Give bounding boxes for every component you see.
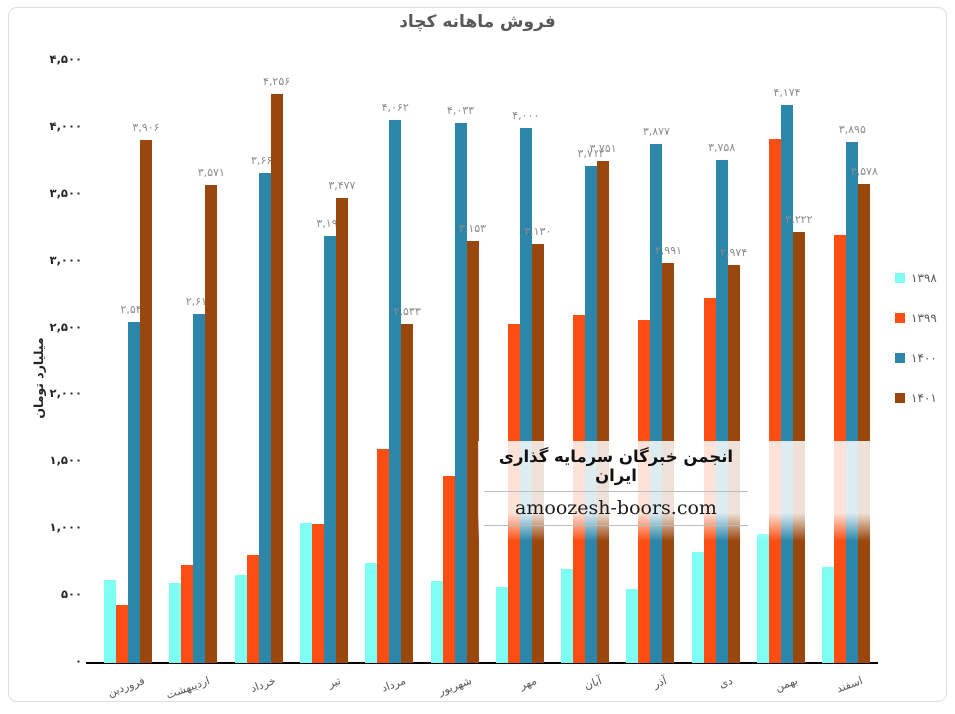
legend-item-1400: ۱۴۰۰ [895,351,937,365]
bar-value-label: ۲,۶۱۰ [185,294,213,308]
y-tick-label: ۱,۵۰۰ [49,453,82,468]
bar-1400-m5 [389,119,402,663]
bar-1400-m12 [846,141,859,663]
chart-title: فروش ماهانه کچاد [399,12,556,32]
y-tick-label: ۱,۰۰۰ [49,520,82,535]
bar-1398-m9 [626,589,639,663]
bar-1401-m3 [270,93,283,663]
legend-swatch-1399 [895,313,905,323]
y-tick-label: ۲,۵۰۰ [49,319,82,334]
bar-value-label: ۳,۷۵۸ [708,141,736,155]
legend-swatch-1400 [895,353,905,363]
bar-1401-m12 [858,184,871,663]
bar-value-label: ۴,۱۷۴ [773,85,801,99]
watermark-content: انجمن خبرگان سرمایه گذاری ایران amoozesh… [482,443,750,526]
bar-value-label: ۴,۰۳۳ [446,104,475,118]
bar-1400-m11 [781,104,793,663]
bar-1400-m7 [519,127,532,663]
watermark-divider-top [484,491,748,492]
bar-value-label: ۴,۰۰۰ [512,108,540,122]
watermark-title: انجمن خبرگان سرمایه گذاری ایران [498,447,734,485]
y-tick-label: ۳,۵۰۰ [49,185,82,200]
bar-1398-m2 [169,582,182,663]
bar-value-label: ۲,۵۳۳ [393,305,421,319]
bar-1400-m8 [585,166,598,663]
bar-1400-m2 [193,313,206,663]
y-tick-label: ۰ [74,654,82,668]
legend-swatch-1401 [895,393,905,403]
bar-1401-m2 [205,185,218,663]
bar-value-label: ۳,۸۹۵ [838,122,866,136]
bar-value-label: ۳,۵۷۸ [850,165,878,179]
bar-1398-m11 [757,533,769,663]
bar-1398-m1 [104,580,116,663]
bar-1399-m6 [442,475,455,663]
bar-1401-m1 [140,140,152,663]
bar-1400-m9 [650,144,663,663]
bar-1398-m4 [299,523,312,663]
bar-1401-m4 [335,197,348,663]
x-axis-line [86,662,878,664]
bar-value-label: ۲,۹۷۴ [720,246,748,260]
bar-1398-m8 [561,568,574,663]
bar-1398-m10 [691,551,704,663]
bar-1399-m3 [246,555,259,663]
legend-swatch-1398 [895,273,905,283]
bar-value-label: ۳,۷۱۲ [577,147,605,161]
bar-value-label: ۳,۱۵۳ [458,222,487,236]
y-tick-label: ۴,۰۰۰ [49,118,82,133]
bar-1399-m4 [311,523,324,663]
bar-value-label: ۳,۶۶۲ [251,154,279,168]
bar-1401-m6 [466,241,479,663]
bar-value-label: ۳,۵۷۱ [197,166,225,180]
legend-item-1399: ۱۳۹۹ [895,311,937,325]
y-tick-label: ۲,۰۰۰ [49,386,82,401]
bar-1399-m2 [181,565,194,663]
bar-value-label: ۳,۱۹۴ [316,216,344,230]
legend-item-1398: ۱۳۹۸ [895,271,937,285]
legend-label-1398: ۱۳۹۸ [911,271,937,285]
legend-label-1400: ۱۴۰۰ [911,351,937,365]
bar-1398-m12 [822,567,835,663]
bar-value-label: ۳,۸۷۷ [642,125,670,139]
bar-1400-m1 [128,322,140,663]
y-tick-label: ۴,۵۰۰ [49,52,82,66]
bar-1400-m6 [454,123,467,663]
legend-item-1401: ۱۴۰۱ [895,391,937,405]
bar-1400-m4 [323,235,336,663]
watermark-divider-bottom [484,525,748,526]
y-tick-label: ۳,۰۰۰ [49,252,82,267]
bar-1398-m3 [234,575,247,663]
bar-1398-m6 [430,581,443,663]
legend-label-1401: ۱۴۰۱ [911,391,937,405]
y-tick-label: ۵۰۰ [60,587,82,602]
bar-value-label: ۳,۴۷۷ [328,178,356,192]
legend-label-1399: ۱۳۹۹ [911,311,937,325]
bar-1398-m5 [365,562,378,663]
bar-value-label: ۳,۷۵۱ [589,142,617,156]
bar-value-label: ۴,۰۶۲ [381,100,409,114]
bar-value-label: ۳,۱۳۰ [524,225,552,239]
bar-1400-m3 [258,173,271,663]
bar-value-label: ۳,۹۰۶ [132,121,160,135]
bar-1399-m5 [377,448,390,663]
bar-1401-m8 [597,161,610,663]
bar-1401-m5 [401,324,414,663]
bar-value-label: ۳,۲۲۲ [785,212,813,226]
bar-value-label: ۲,۵۴۶ [120,303,148,317]
watermark: انجمن خبرگان سرمایه گذاری ایران amoozesh… [478,441,880,541]
watermark-domain: amoozesh-boors.com [515,497,717,519]
bar-1399-m1 [116,604,128,663]
bar-1398-m7 [495,586,508,663]
bar-value-label: ۲,۹۹۱ [654,243,682,257]
bar-1400-m10 [715,160,728,663]
bar-value-label: ۴,۲۵۶ [263,74,291,88]
